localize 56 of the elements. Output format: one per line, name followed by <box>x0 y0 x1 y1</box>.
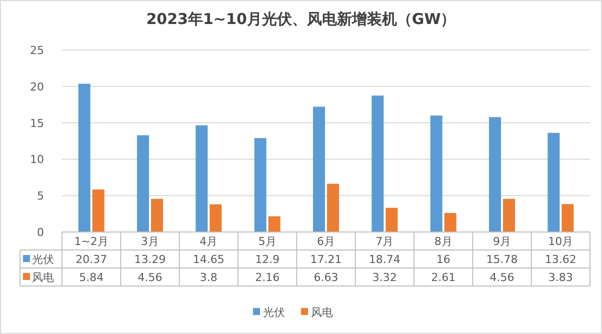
y-tick-label: 25 <box>30 44 44 57</box>
data-label: 18.74 <box>368 253 400 266</box>
bar <box>444 213 456 232</box>
data-label: 3.8 <box>200 271 218 284</box>
data-label: 3.83 <box>548 271 573 284</box>
y-tick-label: 5 <box>37 190 44 203</box>
data-label: 13.29 <box>134 253 166 266</box>
y-tick-label: 0 <box>37 226 44 239</box>
bar <box>137 135 149 232</box>
data-label: 14.65 <box>192 253 224 266</box>
legend-label: 光伏 <box>32 253 54 266</box>
bar <box>196 125 208 232</box>
x-tick-label: 10月 <box>548 235 574 248</box>
bar <box>562 204 574 232</box>
legend-item: 风电 <box>301 306 333 319</box>
data-label: 3.32 <box>372 271 397 284</box>
data-label: 5.84 <box>79 271 104 284</box>
data-label: 6.63 <box>314 271 338 284</box>
chart-title: 2023年1~10月光伏、风电新增装机（GW） <box>146 10 456 28</box>
data-label: 2.16 <box>255 271 280 284</box>
bar <box>548 132 560 232</box>
x-tick-label: 4月 <box>200 235 218 248</box>
legend-item: 光伏 <box>253 306 285 319</box>
bar <box>92 189 104 232</box>
x-tick-label: 7月 <box>376 235 394 248</box>
bar <box>503 198 515 232</box>
bar <box>268 216 280 232</box>
legend-label: 风电 <box>32 271 54 284</box>
data-label: 20.37 <box>76 253 108 266</box>
data-label: 12.9 <box>255 253 280 266</box>
data-label: 4.56 <box>490 271 514 284</box>
x-tick-label: 8月 <box>434 235 452 248</box>
data-label: 15.78 <box>486 253 518 266</box>
bar <box>210 204 222 232</box>
bar <box>386 208 398 232</box>
x-tick-label: 6月 <box>317 235 335 248</box>
bar <box>372 96 384 232</box>
data-label: 13.62 <box>544 253 576 266</box>
data-label: 4.56 <box>138 271 162 284</box>
y-tick-label: 20 <box>30 80 44 94</box>
x-tick-label: 5月 <box>258 235 276 248</box>
y-tick-label: 15 <box>30 116 44 130</box>
bar <box>254 138 266 232</box>
bar <box>327 184 339 232</box>
data-label: 2.61 <box>431 271 456 284</box>
data-label: 17.21 <box>310 253 342 266</box>
bar <box>430 116 442 232</box>
bar <box>489 117 501 232</box>
bar <box>313 106 325 232</box>
x-tick-label: 3月 <box>141 235 159 248</box>
x-tick-label: 1~2月 <box>74 235 108 248</box>
bar <box>151 198 163 232</box>
data-label: 16 <box>436 253 450 266</box>
bar <box>78 84 90 232</box>
x-tick-label: 9月 <box>493 235 511 248</box>
y-tick-label: 10 <box>30 153 44 166</box>
